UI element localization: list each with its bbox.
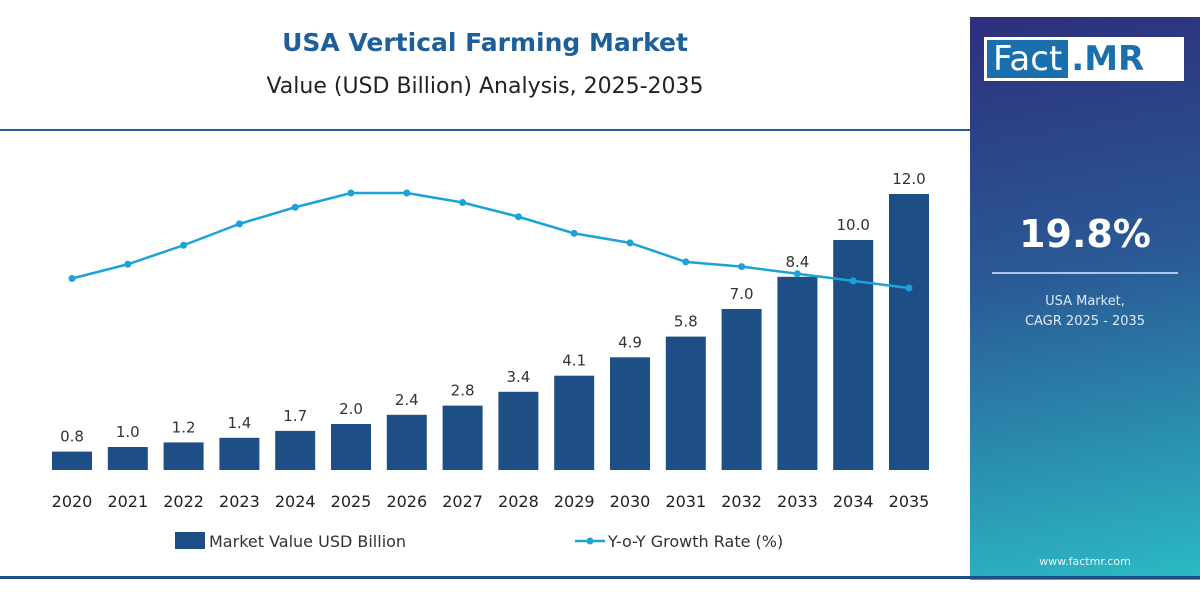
- cagr-value: 19.8%: [1019, 212, 1151, 256]
- x-tick-label: 2035: [889, 492, 930, 511]
- logo-text-left: Fact: [987, 40, 1069, 78]
- bar-value-label: 1.0: [116, 423, 140, 441]
- bar-value-label: 5.8: [674, 313, 698, 331]
- chart: 0.8 2020 1.0 2021 1.2 2022 1.4 2023 1.7 2024 2.0 20…: [52, 170, 930, 551]
- bar-value-label: 0.8: [60, 428, 84, 446]
- bar-value-label: 10.0: [836, 216, 869, 234]
- bar-2034: [833, 240, 874, 470]
- x-tick-label: 2030: [610, 492, 651, 511]
- x-tick-label: 2031: [665, 492, 706, 511]
- x-tick-label: 2026: [386, 492, 427, 511]
- logo-text-right: .MR: [1071, 39, 1145, 79]
- growth-point-2025: [347, 189, 355, 197]
- bar-2026: [386, 414, 427, 470]
- title-divider: [0, 129, 970, 131]
- bar-value-label: 4.9: [618, 333, 642, 351]
- growth-point-2031: [682, 258, 690, 266]
- growth-point-2034: [849, 277, 857, 285]
- bar-value-label: 2.4: [395, 391, 419, 409]
- chart-subtitle: Value (USD Billion) Analysis, 2025-2035: [266, 74, 704, 99]
- growth-point-2027: [459, 199, 467, 206]
- bar-2023: [219, 437, 260, 470]
- bar-value-label: 1.2: [172, 418, 196, 436]
- bar-value-label: 1.7: [283, 407, 307, 425]
- bar-2031: [665, 336, 706, 470]
- bar-2027: [442, 405, 483, 470]
- legend-label-growth-rate: Y-o-Y Growth Rate (%): [607, 532, 783, 551]
- x-tick-label: 2021: [107, 492, 148, 511]
- cagr-label: USA Market, CAGR 2025 - 2035: [970, 292, 1200, 332]
- x-tick-label: 2028: [498, 492, 539, 511]
- growth-point-2020: [68, 275, 76, 282]
- x-tick-label: 2024: [275, 492, 316, 511]
- growth-point-2028: [514, 213, 522, 221]
- bar-value-label: 4.1: [562, 352, 586, 370]
- growth-point-2033: [793, 270, 801, 278]
- x-tick-label: 2032: [721, 492, 762, 511]
- x-tick-label: 2029: [554, 492, 595, 511]
- x-tick-label: 2025: [331, 492, 372, 511]
- growth-point-2032: [738, 263, 746, 271]
- bar-2020: [52, 451, 92, 470]
- bar-value-label: 12.0: [892, 170, 925, 188]
- growth-point-2023: [235, 220, 243, 228]
- x-tick-label: 2020: [52, 492, 93, 511]
- bar-2033: [777, 276, 818, 470]
- cagr-separator: [992, 272, 1178, 274]
- growth-rate-line: [71, 191, 910, 290]
- website-link[interactable]: www.factmr.com: [1039, 555, 1131, 568]
- growth-point-2035: [905, 284, 913, 292]
- bar-2029: [554, 375, 595, 470]
- chart-title: USA Vertical Farming Market: [282, 28, 688, 57]
- cagr-panel: Fact .MR 19.8% USA Market, CAGR 2025 - 2…: [970, 17, 1200, 580]
- x-tick-label: 2022: [163, 492, 204, 511]
- growth-point-2022: [180, 241, 188, 249]
- growth-point-2024: [291, 203, 299, 211]
- bar-value-label: 8.4: [785, 253, 809, 271]
- bar-2021: [107, 447, 148, 470]
- bar-2035: [889, 194, 929, 470]
- x-tick-label: 2027: [442, 492, 483, 511]
- bar-2030: [610, 357, 650, 470]
- bar-value-label: 2.0: [339, 400, 363, 418]
- bottom-border: [0, 576, 1200, 579]
- growth-point-2026: [403, 189, 411, 197]
- x-tick-label: 2033: [777, 492, 818, 511]
- bar-value-label: 2.8: [451, 382, 475, 400]
- cagr-label-line1: USA Market,: [1045, 294, 1125, 309]
- x-tick-label: 2023: [219, 492, 260, 511]
- growth-point-2021: [124, 260, 132, 268]
- legend-label-market-value: Market Value USD Billion: [209, 532, 406, 551]
- legend-line-marker: [586, 537, 594, 545]
- bar-value-label: 7.0: [730, 285, 754, 303]
- cagr-label-line2: CAGR 2025 - 2035: [1024, 314, 1146, 329]
- legend-bar-swatch: [175, 532, 205, 549]
- growth-point-2030: [626, 239, 634, 247]
- bar-2024: [275, 430, 316, 470]
- bar-2022: [163, 442, 204, 470]
- bar-2028: [498, 391, 539, 470]
- bar-value-label: 1.4: [227, 414, 251, 432]
- growth-point-2029: [570, 229, 578, 237]
- x-tick-label: 2034: [833, 492, 874, 511]
- bar-2032: [721, 309, 762, 470]
- factmr-logo: Fact .MR: [984, 37, 1184, 81]
- bar-2025: [331, 424, 371, 470]
- bar-value-label: 3.4: [506, 368, 530, 386]
